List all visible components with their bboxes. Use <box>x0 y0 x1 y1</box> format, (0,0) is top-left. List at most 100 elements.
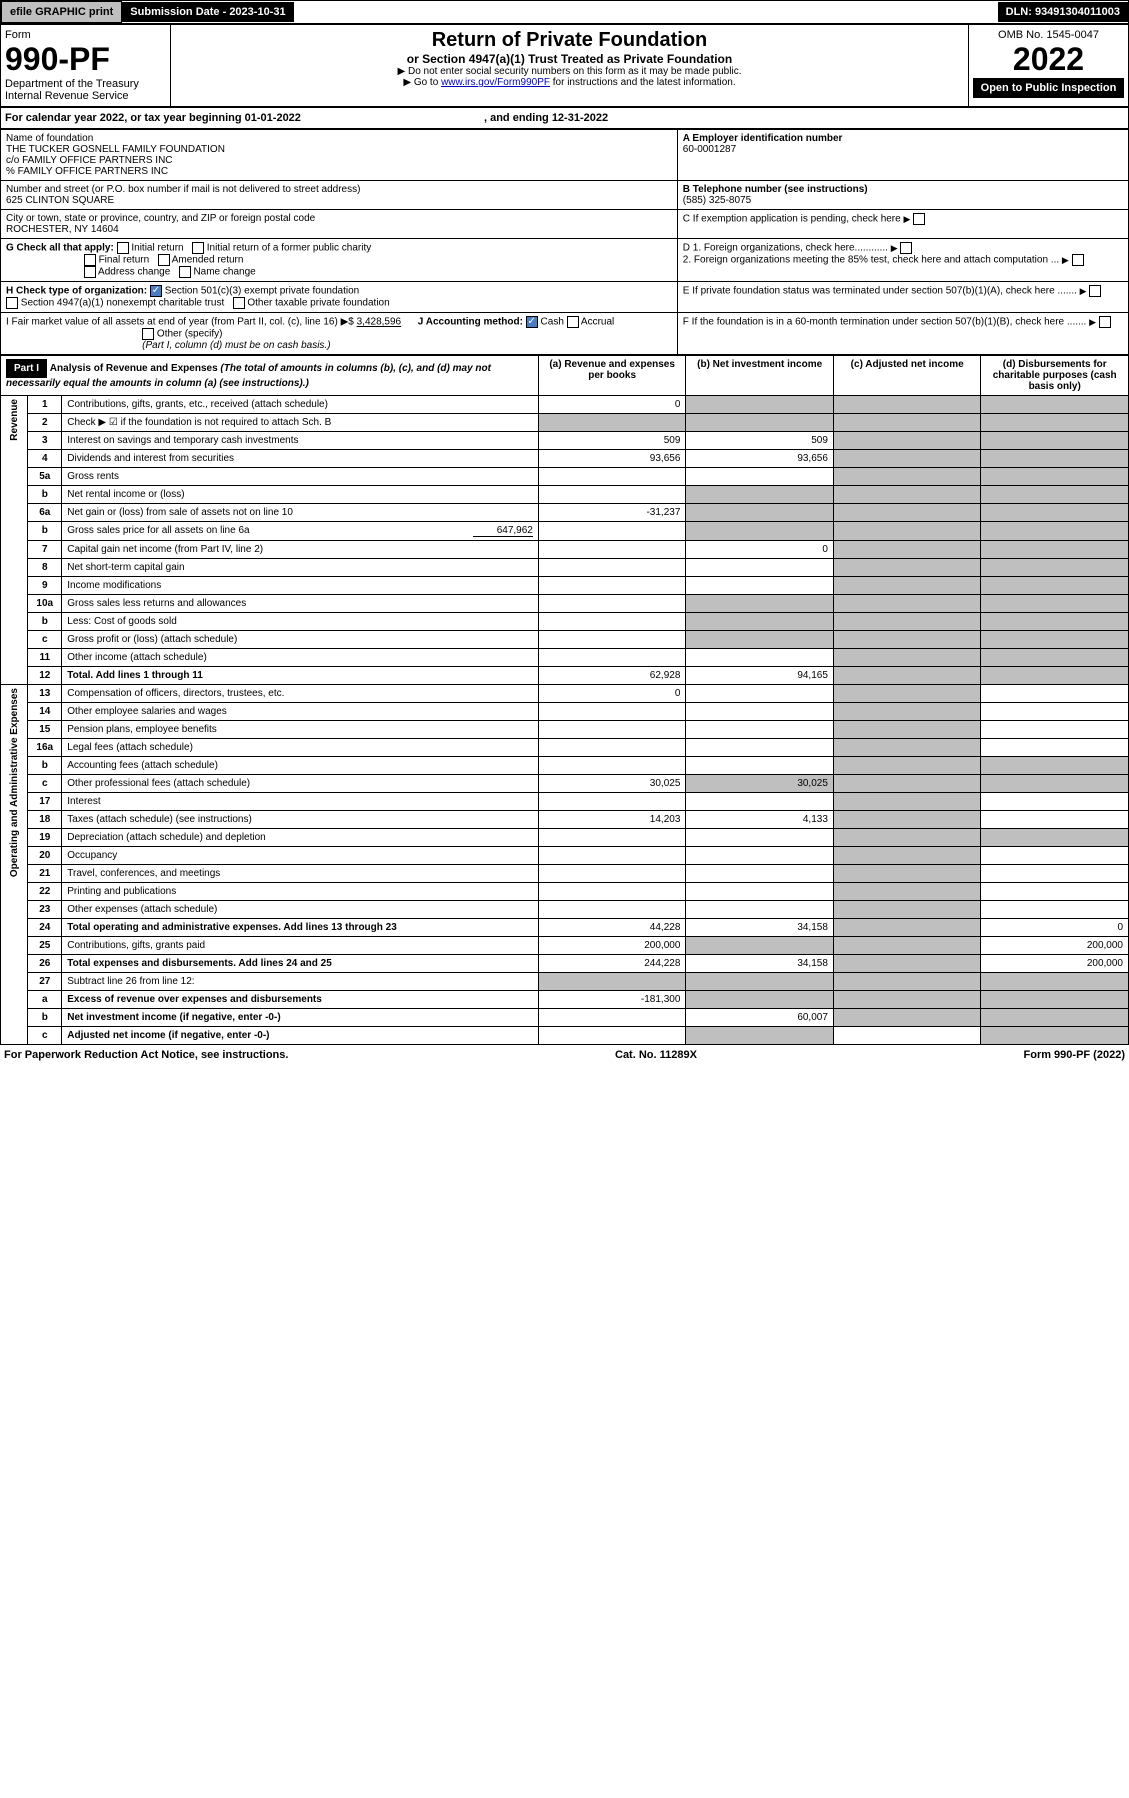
h-4947-checkbox[interactable] <box>6 297 18 309</box>
cell-value <box>538 631 686 649</box>
line-description: Capital gain net income (from Part IV, l… <box>62 541 539 559</box>
expenses-section-label: Operating and Administrative Expenses <box>1 685 28 1045</box>
cell-value <box>833 577 981 595</box>
j-other-checkbox[interactable] <box>142 328 154 340</box>
table-row: 25Contributions, gifts, grants paid200,0… <box>1 937 1129 955</box>
cell-value <box>833 739 981 757</box>
form-number: 990-PF <box>5 41 166 78</box>
entity-info: Name of foundation THE TUCKER GOSNELL FA… <box>0 129 1129 355</box>
d2-checkbox[interactable] <box>1072 254 1084 266</box>
g-address-label: Address change <box>98 267 170 278</box>
table-row: 3Interest on savings and temporary cash … <box>1 432 1129 450</box>
dept-label: Department of the Treasury <box>5 78 166 90</box>
line-number: 20 <box>28 847 62 865</box>
g-initial-checkbox[interactable] <box>117 242 129 254</box>
cell-value <box>538 757 686 775</box>
cell-value <box>833 919 981 937</box>
h-other-checkbox[interactable] <box>233 297 245 309</box>
c-checkbox[interactable] <box>913 213 925 225</box>
cell-value <box>981 721 1129 739</box>
cell-value: 200,000 <box>981 955 1129 973</box>
line-number: 5a <box>28 468 62 486</box>
cell-value <box>686 721 834 739</box>
cell-value <box>686 414 834 432</box>
cell-value <box>686 703 834 721</box>
line-number: c <box>28 775 62 793</box>
col-b-header: (b) Net investment income <box>686 356 834 396</box>
table-row: 11Other income (attach schedule) <box>1 649 1129 667</box>
cell-value <box>981 973 1129 991</box>
cell-value <box>833 541 981 559</box>
cell-value <box>981 757 1129 775</box>
form-title: Return of Private Foundation <box>175 29 964 52</box>
cell-value <box>538 721 686 739</box>
cell-value: 30,025 <box>538 775 686 793</box>
pra-notice: For Paperwork Reduction Act Notice, see … <box>4 1049 288 1061</box>
addr-value: 625 CLINTON SQUARE <box>6 195 672 206</box>
line-number: 23 <box>28 901 62 919</box>
line-number: c <box>28 1027 62 1045</box>
form-note-1: ▶ Do not enter social security numbers o… <box>175 66 964 77</box>
col-d-header: (d) Disbursements for charitable purpose… <box>981 356 1129 396</box>
efile-button[interactable]: efile GRAPHIC print <box>1 1 122 23</box>
cell-value <box>981 685 1129 703</box>
g-initial-former-checkbox[interactable] <box>192 242 204 254</box>
j-label: J Accounting method: <box>418 317 523 328</box>
col-a-header: (a) Revenue and expenses per books <box>538 356 686 396</box>
line-description: Compensation of officers, directors, tru… <box>62 685 539 703</box>
g-name-checkbox[interactable] <box>179 266 191 278</box>
g-amended-checkbox[interactable] <box>158 254 170 266</box>
cell-value <box>981 631 1129 649</box>
cell-value <box>981 450 1129 468</box>
part1-title: Analysis of Revenue and Expenses <box>50 363 218 374</box>
cell-value <box>538 883 686 901</box>
cell-value <box>686 739 834 757</box>
table-row: 23Other expenses (attach schedule) <box>1 901 1129 919</box>
cell-value: 34,158 <box>686 919 834 937</box>
cell-value: 0 <box>538 685 686 703</box>
line-number: a <box>28 991 62 1009</box>
line-description: Net rental income or (loss) <box>62 486 539 504</box>
f-checkbox[interactable] <box>1099 316 1111 328</box>
g-address-checkbox[interactable] <box>84 266 96 278</box>
irs-link[interactable]: www.irs.gov/Form990PF <box>441 77 550 88</box>
cell-value <box>833 973 981 991</box>
d1-checkbox[interactable] <box>900 242 912 254</box>
table-row: 17Interest <box>1 793 1129 811</box>
cell-value <box>538 793 686 811</box>
form-subtitle: or Section 4947(a)(1) Trust Treated as P… <box>175 52 964 66</box>
line-description: Net investment income (if negative, ente… <box>62 1009 539 1027</box>
cell-value <box>538 973 686 991</box>
cell-value <box>981 541 1129 559</box>
cell-value <box>538 901 686 919</box>
table-row: bNet investment income (if negative, ent… <box>1 1009 1129 1027</box>
cell-value <box>833 432 981 450</box>
j-cash-label: Cash <box>541 317 564 328</box>
j-note: (Part I, column (d) must be on cash basi… <box>142 340 330 351</box>
table-row: 26Total expenses and disbursements. Add … <box>1 955 1129 973</box>
g-final-checkbox[interactable] <box>84 254 96 266</box>
cell-value <box>538 414 686 432</box>
h-501c3-checkbox[interactable] <box>150 285 162 297</box>
line-description: Occupancy <box>62 847 539 865</box>
d2-label: 2. Foreign organizations meeting the 85%… <box>683 255 1059 266</box>
g-initial-former-label: Initial return of a former public charit… <box>207 243 372 254</box>
line-description: Contributions, gifts, grants paid <box>62 937 539 955</box>
form-label: Form <box>5 29 166 41</box>
cell-value <box>833 829 981 847</box>
j-cash-checkbox[interactable] <box>526 316 538 328</box>
line-description: Legal fees (attach schedule) <box>62 739 539 757</box>
line-description: Excess of revenue over expenses and disb… <box>62 991 539 1009</box>
j-other-label: Other (specify) <box>157 329 223 340</box>
city-value: ROCHESTER, NY 14604 <box>6 224 672 235</box>
line-number: 25 <box>28 937 62 955</box>
cell-value <box>538 1027 686 1045</box>
cell-value <box>686 793 834 811</box>
line-description: Other professional fees (attach schedule… <box>62 775 539 793</box>
j-accrual-checkbox[interactable] <box>567 316 579 328</box>
cell-value <box>981 649 1129 667</box>
line-description: Check ▶ ☑ if the foundation is not requi… <box>62 414 539 432</box>
line-description: Gross rents <box>62 468 539 486</box>
line-description: Interest <box>62 793 539 811</box>
e-checkbox[interactable] <box>1089 285 1101 297</box>
